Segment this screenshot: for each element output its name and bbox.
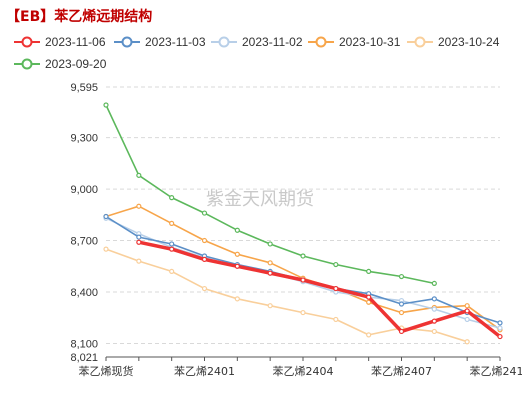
data-point: [398, 328, 405, 335]
data-point: [366, 299, 372, 305]
y-tick-label: 8,021: [70, 352, 98, 364]
legend-item-2023-10-31[interactable]: 2023-10-31: [308, 34, 400, 50]
data-point: [201, 210, 208, 216]
legend-line-marker-icon: [308, 36, 334, 48]
legend-label: 2023-11-02: [242, 35, 303, 49]
x-tick-label: 苯乙烯2404: [273, 364, 334, 378]
data-point: [333, 316, 339, 323]
data-point: [267, 303, 273, 309]
data-point: [398, 273, 405, 280]
series-2023-10-24: [103, 246, 470, 345]
data-point: [431, 318, 437, 324]
legend-label: 2023-10-31: [339, 35, 401, 49]
watermark: 紫金天风期货: [206, 189, 314, 210]
series-2023-09-20: [103, 102, 437, 287]
data-point: [366, 268, 372, 275]
y-tick-label: 9,000: [70, 184, 98, 196]
data-point: [431, 328, 437, 335]
legend-label: 2023-09-20: [45, 57, 107, 71]
data-point: [103, 102, 109, 108]
data-point: [300, 309, 306, 316]
legend-item-2023-10-24[interactable]: 2023-10-24: [407, 34, 499, 50]
data-point: [300, 253, 306, 259]
legend-line-marker-icon: [407, 36, 433, 48]
series-line: [138, 240, 502, 338]
data-point: [431, 296, 437, 302]
data-point: [136, 239, 142, 245]
y-tick-label: 9,595: [70, 82, 98, 94]
chart-title: 【EB】苯乙烯远期结构: [6, 9, 153, 25]
data-point: [169, 246, 175, 252]
data-point: [267, 260, 273, 266]
data-point: [201, 237, 208, 244]
data-point: [300, 277, 306, 283]
y-tick-label: 9,300: [70, 133, 98, 145]
data-point: [497, 333, 503, 340]
data-point: [234, 296, 240, 302]
data-point: [431, 280, 437, 287]
x-tick-label: 苯乙烯2401: [174, 364, 235, 378]
data-point: [169, 195, 175, 201]
data-point: [464, 316, 470, 323]
data-point: [169, 268, 175, 275]
data-point: [366, 332, 372, 338]
data-point: [169, 220, 175, 226]
legend-line-marker-icon: [14, 58, 40, 70]
legend-line-marker-icon: [211, 36, 237, 48]
data-point: [136, 258, 142, 264]
legend-label: 2023-11-03: [145, 35, 206, 49]
legend-line-marker-icon: [114, 36, 140, 48]
data-point: [201, 285, 208, 292]
data-point: [103, 246, 109, 252]
data-point: [201, 256, 208, 262]
data-point: [103, 213, 109, 220]
data-point: [431, 306, 437, 312]
data-point: [136, 234, 142, 240]
legend-item-2023-09-20[interactable]: 2023-09-20: [14, 56, 106, 72]
data-point: [267, 270, 273, 276]
data-point: [333, 261, 339, 268]
data-point: [136, 172, 142, 178]
x-tick-label: 苯乙烯2407: [371, 364, 432, 378]
data-point: [497, 325, 503, 331]
legend-label: 2023-11-06: [45, 35, 106, 49]
y-tick-label: 8,700: [70, 236, 98, 248]
data-point: [464, 303, 470, 309]
legend-item-2023-11-02[interactable]: 2023-11-02: [211, 34, 303, 50]
data-point: [464, 339, 470, 345]
data-point: [169, 241, 175, 247]
data-point: [267, 241, 273, 247]
x-tick-label: 苯乙烯2410: [470, 364, 522, 378]
data-point: [234, 263, 240, 269]
data-point: [234, 251, 240, 257]
data-point: [398, 301, 405, 307]
y-tick-label: 8,400: [70, 287, 98, 299]
data-point: [136, 203, 142, 209]
data-point: [333, 285, 339, 292]
data-point: [398, 309, 405, 316]
data-point: [366, 294, 372, 300]
legend-line-marker-icon: [14, 36, 40, 48]
data-point: [464, 308, 470, 314]
data-point: [497, 320, 503, 326]
series-2023-11-06: [136, 239, 503, 340]
legend-item-2023-11-06[interactable]: 2023-11-06: [14, 34, 106, 50]
legend-item-2023-11-03[interactable]: 2023-11-03: [114, 34, 206, 50]
y-tick-label: 8,100: [70, 338, 98, 350]
x-tick-label: 苯乙烯现货: [79, 364, 134, 378]
legend-label: 2023-10-24: [438, 35, 500, 49]
data-point: [234, 227, 240, 233]
